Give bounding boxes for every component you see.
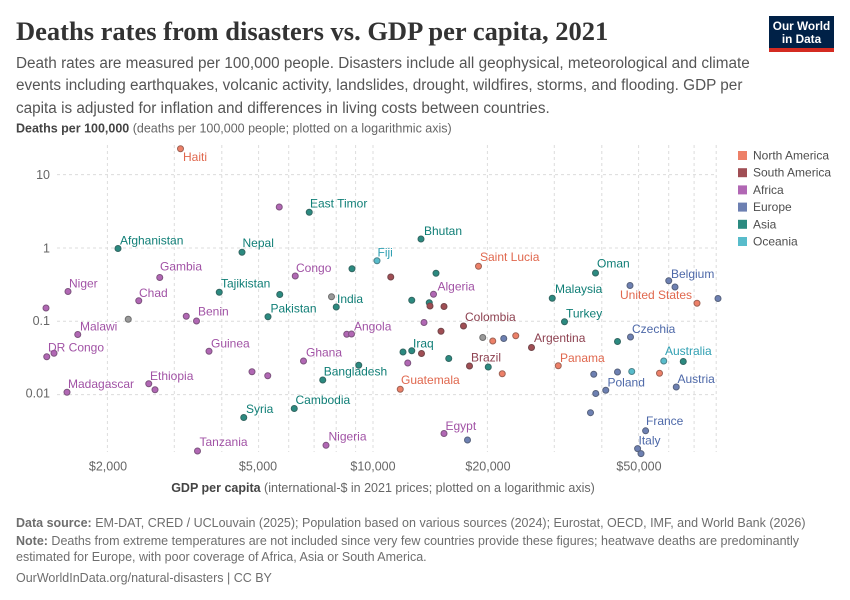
svg-text:Nigeria: Nigeria (329, 430, 367, 444)
svg-text:Afghanistan: Afghanistan (120, 234, 183, 248)
svg-text:DR Congo: DR Congo (48, 341, 104, 355)
svg-text:Haiti: Haiti (183, 150, 207, 164)
svg-text:North America: North America (753, 149, 829, 163)
svg-text:Gambia: Gambia (160, 260, 202, 274)
svg-text:Tajikistan: Tajikistan (221, 277, 270, 291)
svg-text:0.1: 0.1 (33, 314, 50, 328)
svg-text:Austria: Austria (678, 372, 716, 386)
svg-text:Australia: Australia (665, 344, 712, 358)
svg-text:$2,000: $2,000 (89, 460, 127, 474)
svg-text:India: India (337, 292, 363, 306)
svg-text:1: 1 (43, 241, 50, 255)
svg-text:Ethiopia: Ethiopia (150, 369, 194, 383)
svg-text:Nepal: Nepal (243, 236, 274, 250)
svg-text:South America: South America (753, 166, 831, 180)
svg-text:Brazil: Brazil (471, 351, 501, 365)
svg-text:Congo: Congo (296, 261, 332, 275)
svg-text:Iraq: Iraq (413, 337, 434, 351)
svg-text:Turkey: Turkey (566, 307, 602, 321)
svg-text:GDP per capita (international-: GDP per capita (international-$ in 2021 … (171, 481, 595, 495)
svg-text:Madagascar: Madagascar (68, 377, 134, 391)
svg-text:Oman: Oman (597, 257, 630, 271)
svg-text:$5,000: $5,000 (239, 460, 277, 474)
svg-text:Europe: Europe (753, 200, 792, 214)
svg-text:Panama: Panama (560, 351, 605, 365)
svg-text:Deaths per 100,000 (deaths per: Deaths per 100,000 (deaths per 100,000 p… (16, 122, 452, 136)
svg-text:United States: United States (620, 288, 692, 302)
svg-text:Asia: Asia (753, 217, 777, 231)
svg-text:$20,000: $20,000 (465, 460, 510, 474)
svg-text:Pakistan: Pakistan (271, 302, 317, 316)
svg-text:Tanzania: Tanzania (200, 435, 248, 449)
svg-text:Syria: Syria (246, 402, 274, 416)
svg-text:Benin: Benin (198, 305, 229, 319)
svg-text:Cambodia: Cambodia (296, 393, 351, 407)
svg-text:Malaysia: Malaysia (555, 282, 603, 296)
svg-text:Poland: Poland (608, 376, 645, 390)
svg-text:10: 10 (36, 168, 50, 182)
svg-text:France: France (646, 414, 684, 428)
svg-text:Egypt: Egypt (446, 419, 477, 433)
svg-text:Colombia: Colombia (465, 310, 516, 324)
svg-text:Argentina: Argentina (534, 331, 586, 345)
svg-text:Niger: Niger (69, 277, 98, 291)
svg-text:Guinea: Guinea (211, 337, 250, 351)
svg-text:Saint Lucia: Saint Lucia (480, 250, 540, 264)
svg-text:Italy: Italy (639, 434, 661, 448)
svg-text:$10,000: $10,000 (350, 460, 395, 474)
svg-text:Malawi: Malawi (80, 320, 117, 334)
svg-text:Bangladesh: Bangladesh (324, 365, 387, 379)
svg-text:Ghana: Ghana (306, 346, 342, 360)
svg-text:Oceania: Oceania (753, 235, 798, 249)
svg-text:East Timor: East Timor (310, 197, 367, 211)
svg-text:Fiji: Fiji (378, 246, 393, 260)
svg-text:Guatemala: Guatemala (401, 373, 460, 387)
svg-text:Chad: Chad (139, 286, 168, 300)
svg-text:$50,000: $50,000 (616, 460, 661, 474)
svg-text:Angola: Angola (354, 320, 392, 334)
svg-text:Bhutan: Bhutan (424, 224, 462, 238)
svg-text:Algeria: Algeria (438, 280, 476, 294)
svg-text:Belgium: Belgium (671, 267, 714, 281)
svg-text:Czechia: Czechia (632, 322, 676, 336)
svg-text:0.01: 0.01 (26, 387, 50, 401)
svg-text:Africa: Africa (753, 183, 784, 197)
